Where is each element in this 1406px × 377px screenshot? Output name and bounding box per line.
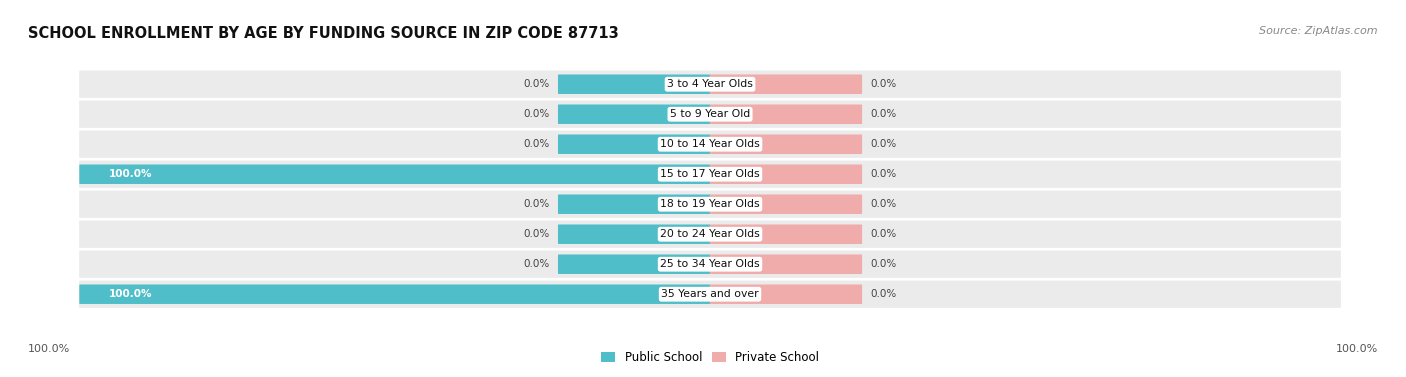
Text: 100.0%: 100.0% — [1336, 344, 1378, 354]
FancyBboxPatch shape — [79, 70, 1341, 98]
Text: 0.0%: 0.0% — [870, 229, 897, 239]
Text: 0.0%: 0.0% — [870, 259, 897, 269]
Text: 10 to 14 Year Olds: 10 to 14 Year Olds — [661, 139, 759, 149]
Text: 0.0%: 0.0% — [870, 79, 897, 89]
Text: Source: ZipAtlas.com: Source: ZipAtlas.com — [1260, 26, 1378, 37]
Text: 0.0%: 0.0% — [870, 109, 897, 119]
Text: 100.0%: 100.0% — [108, 169, 152, 179]
FancyBboxPatch shape — [79, 191, 1341, 218]
Text: 35 Years and over: 35 Years and over — [661, 289, 759, 299]
FancyBboxPatch shape — [79, 285, 710, 304]
Legend: Public School, Private School: Public School, Private School — [596, 346, 824, 369]
FancyBboxPatch shape — [558, 104, 710, 124]
FancyBboxPatch shape — [558, 195, 710, 214]
FancyBboxPatch shape — [558, 75, 710, 94]
FancyBboxPatch shape — [79, 251, 1341, 278]
Text: 100.0%: 100.0% — [28, 344, 70, 354]
FancyBboxPatch shape — [710, 75, 862, 94]
FancyBboxPatch shape — [710, 164, 862, 184]
FancyBboxPatch shape — [558, 224, 710, 244]
Text: 20 to 24 Year Olds: 20 to 24 Year Olds — [661, 229, 759, 239]
FancyBboxPatch shape — [79, 130, 1341, 158]
FancyBboxPatch shape — [558, 135, 710, 154]
FancyBboxPatch shape — [79, 161, 1341, 188]
Text: 18 to 19 Year Olds: 18 to 19 Year Olds — [661, 199, 759, 209]
Text: 0.0%: 0.0% — [523, 229, 550, 239]
Text: 100.0%: 100.0% — [108, 289, 152, 299]
FancyBboxPatch shape — [710, 104, 862, 124]
Text: 0.0%: 0.0% — [870, 289, 897, 299]
FancyBboxPatch shape — [79, 221, 1341, 248]
Text: 15 to 17 Year Olds: 15 to 17 Year Olds — [661, 169, 759, 179]
Text: 0.0%: 0.0% — [523, 259, 550, 269]
FancyBboxPatch shape — [710, 254, 862, 274]
Text: 0.0%: 0.0% — [870, 169, 897, 179]
FancyBboxPatch shape — [79, 101, 1341, 128]
FancyBboxPatch shape — [79, 164, 710, 184]
Text: 5 to 9 Year Old: 5 to 9 Year Old — [669, 109, 751, 119]
Text: 0.0%: 0.0% — [870, 199, 897, 209]
Text: 0.0%: 0.0% — [523, 109, 550, 119]
FancyBboxPatch shape — [710, 224, 862, 244]
FancyBboxPatch shape — [710, 195, 862, 214]
Text: 0.0%: 0.0% — [870, 139, 897, 149]
Text: SCHOOL ENROLLMENT BY AGE BY FUNDING SOURCE IN ZIP CODE 87713: SCHOOL ENROLLMENT BY AGE BY FUNDING SOUR… — [28, 26, 619, 41]
FancyBboxPatch shape — [558, 254, 710, 274]
FancyBboxPatch shape — [79, 280, 1341, 308]
Text: 3 to 4 Year Olds: 3 to 4 Year Olds — [666, 79, 754, 89]
Text: 25 to 34 Year Olds: 25 to 34 Year Olds — [661, 259, 759, 269]
Text: 0.0%: 0.0% — [523, 199, 550, 209]
FancyBboxPatch shape — [710, 135, 862, 154]
Text: 0.0%: 0.0% — [523, 79, 550, 89]
FancyBboxPatch shape — [710, 285, 862, 304]
Text: 0.0%: 0.0% — [523, 139, 550, 149]
